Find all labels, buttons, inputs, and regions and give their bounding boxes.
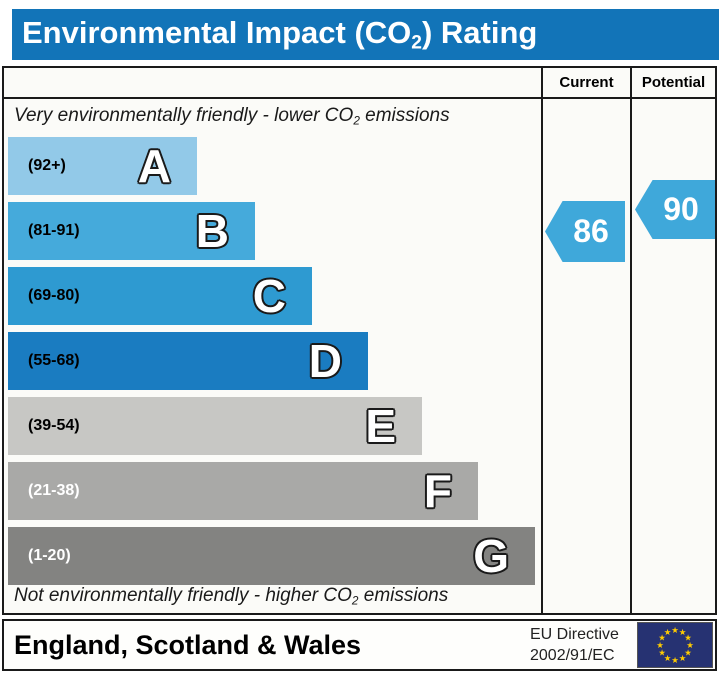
band-c-range: (69-80) bbox=[28, 287, 80, 304]
svg-text:★: ★ bbox=[671, 626, 679, 636]
svg-text:★: ★ bbox=[664, 628, 672, 638]
band-f: (21-38) F bbox=[8, 462, 478, 520]
eu-directive-line2: 2002/91/EC bbox=[530, 646, 615, 664]
band-g-letter: G bbox=[473, 530, 509, 582]
current-rating-arrow: 86 bbox=[545, 201, 625, 262]
potential-rating-arrow: 90 bbox=[635, 180, 715, 239]
band-b-range: (81-91) bbox=[28, 222, 80, 239]
band-c-letter: C bbox=[252, 270, 286, 322]
eu-directive-label: EU Directive 2002/91/EC bbox=[530, 625, 619, 667]
svg-text:★: ★ bbox=[679, 628, 687, 638]
band-b-letter: B bbox=[195, 205, 229, 257]
band-d-letter: D bbox=[308, 335, 342, 387]
eu-directive-line1: EU Directive bbox=[530, 626, 619, 643]
svg-text:★: ★ bbox=[684, 649, 692, 659]
svg-text:★: ★ bbox=[686, 641, 694, 651]
bottom-note: Not environmentally friendly - higher CO… bbox=[14, 585, 449, 608]
svg-text:★: ★ bbox=[658, 634, 666, 644]
band-c: (69-80) C bbox=[8, 267, 312, 325]
band-e: (39-54) E bbox=[8, 397, 422, 455]
page-title: Environmental Impact (CO2) Rating bbox=[22, 14, 538, 54]
band-e-range: (39-54) bbox=[28, 417, 80, 434]
band-f-letter: F bbox=[423, 465, 452, 517]
svg-text:★: ★ bbox=[656, 641, 664, 651]
band-g: (1-20) G bbox=[8, 527, 535, 585]
current-rating-value: 86 bbox=[573, 213, 609, 249]
title-bar: Environmental Impact (CO2) Rating bbox=[12, 9, 719, 60]
band-a: (92+) A bbox=[8, 137, 197, 195]
header-underline bbox=[2, 97, 717, 99]
eu-flag-icon: ★ ★ ★ ★ ★ ★ ★ ★ ★ ★ ★ ★ bbox=[637, 622, 713, 668]
footer-box bbox=[2, 619, 717, 671]
band-a-letter: A bbox=[137, 140, 171, 192]
band-e-letter: E bbox=[365, 400, 396, 452]
footer-region-label: England, Scotland & Wales bbox=[14, 629, 362, 660]
band-d: (55-68) D bbox=[8, 332, 368, 390]
top-note: Very environmentally friendly - lower CO… bbox=[14, 105, 450, 128]
svg-text:★: ★ bbox=[679, 654, 687, 664]
band-b: (81-91) B bbox=[8, 202, 255, 260]
svg-text:★: ★ bbox=[658, 649, 666, 659]
column-header-potential: Potential bbox=[641, 73, 706, 91]
potential-column-divider bbox=[630, 66, 632, 615]
band-f-range: (21-38) bbox=[28, 482, 80, 499]
potential-rating-value: 90 bbox=[663, 191, 699, 227]
current-column-divider bbox=[541, 66, 543, 615]
band-a-range: (92+) bbox=[28, 157, 66, 174]
svg-text:★: ★ bbox=[671, 656, 679, 666]
svg-text:★: ★ bbox=[684, 634, 692, 644]
band-d-range: (55-68) bbox=[28, 352, 80, 369]
svg-text:★: ★ bbox=[664, 654, 672, 664]
column-header-current: Current bbox=[559, 73, 614, 91]
band-g-range: (1-20) bbox=[28, 547, 71, 564]
